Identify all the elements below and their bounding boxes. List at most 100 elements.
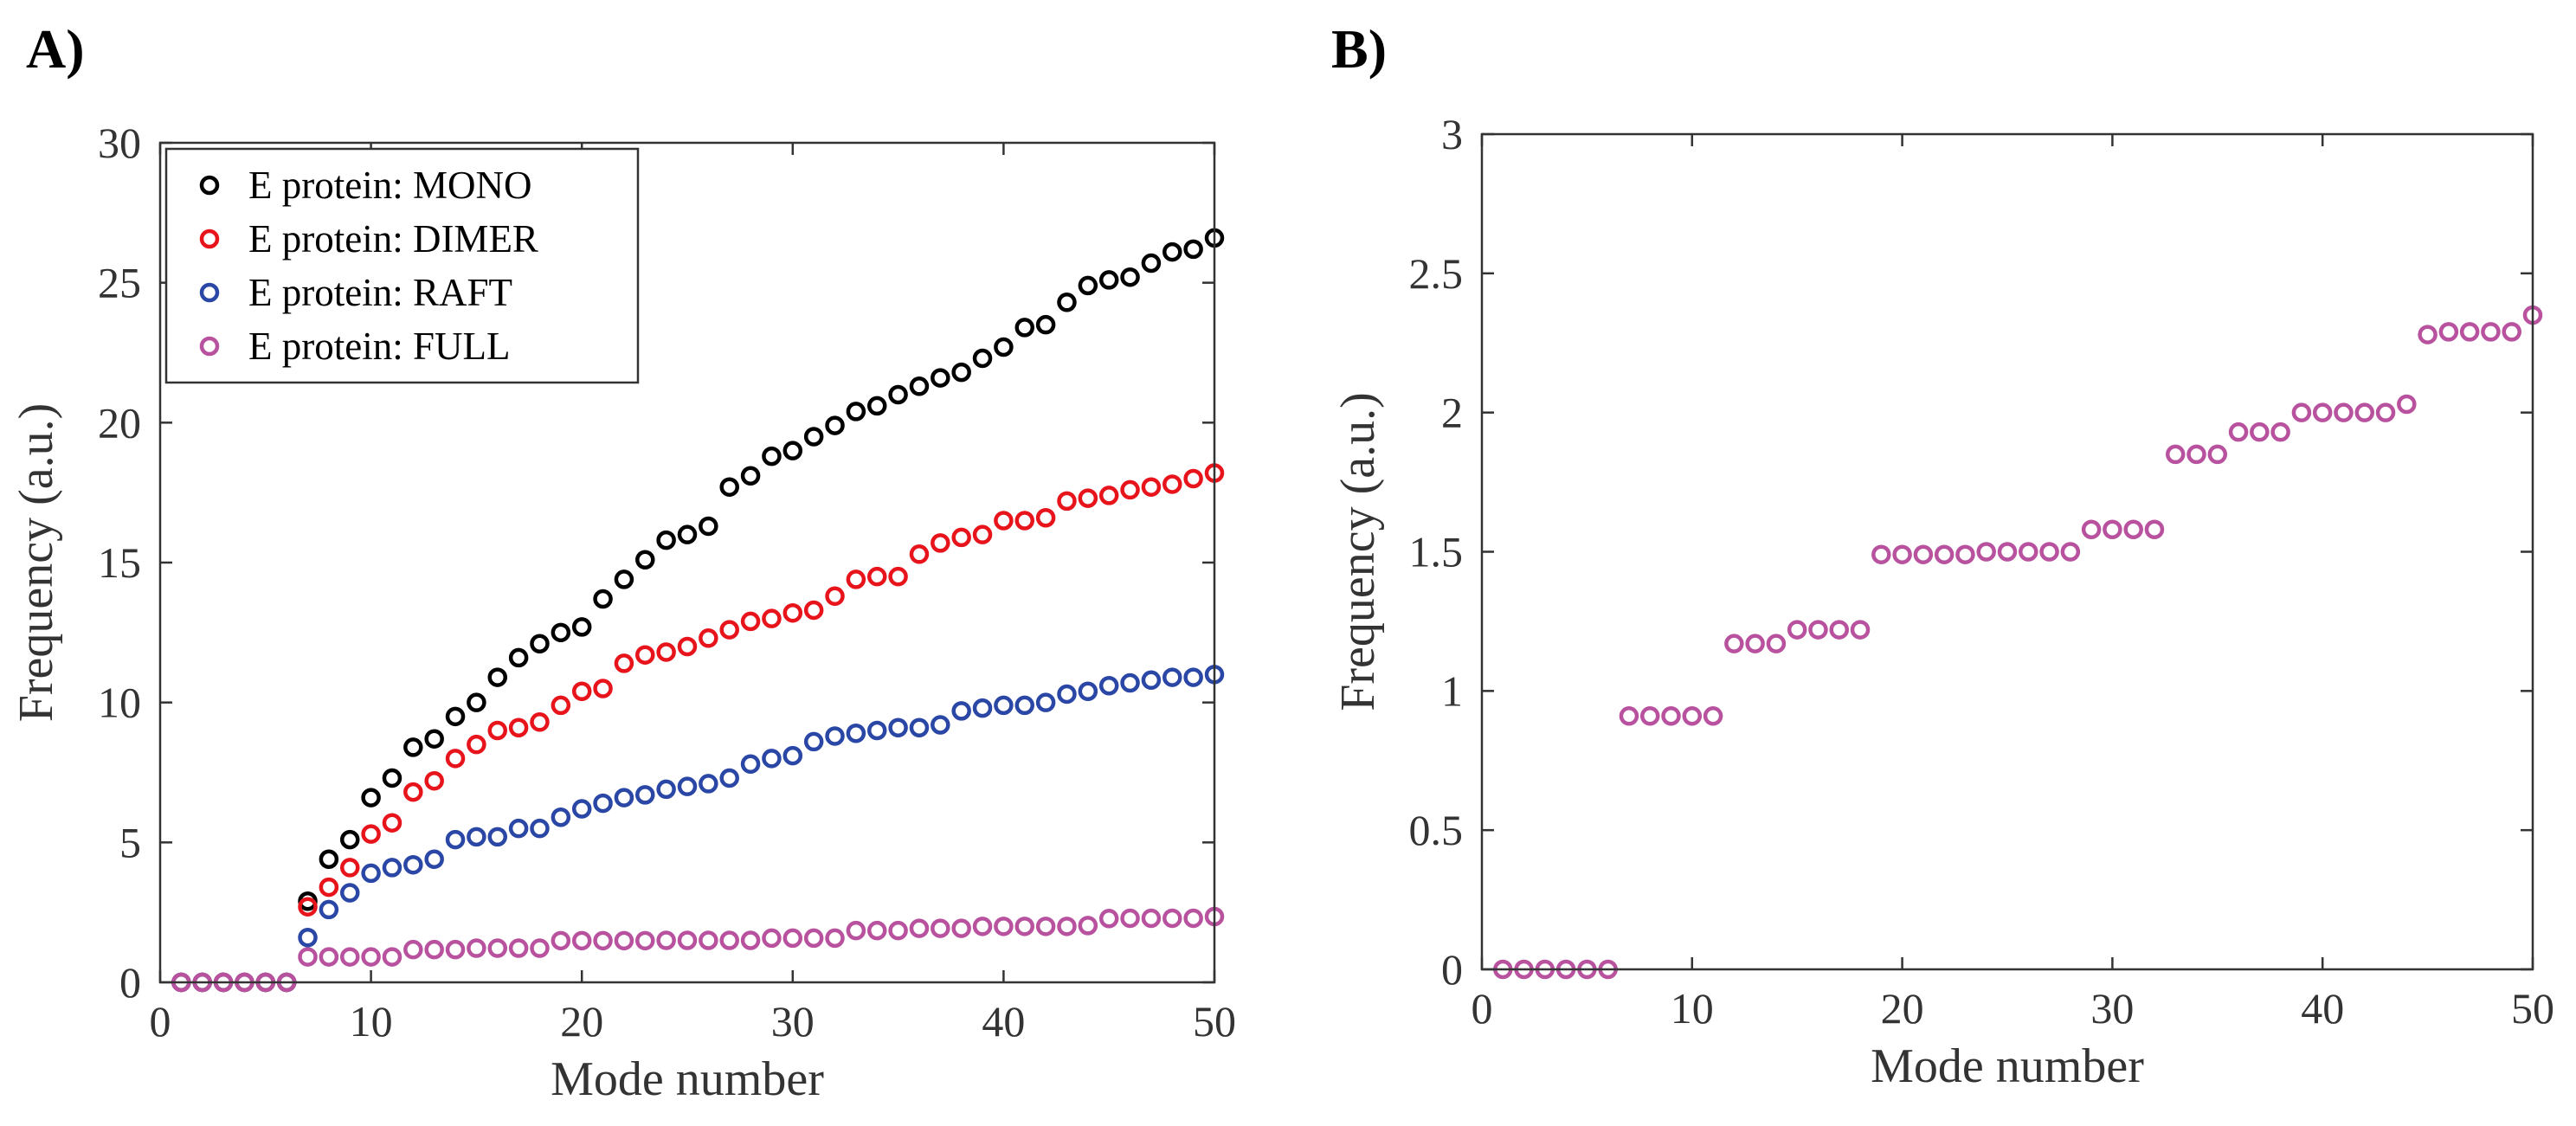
data-point: [424, 849, 444, 869]
y-tick-label: 5: [119, 818, 141, 866]
data-point: [994, 511, 1014, 531]
data-point: [445, 939, 466, 960]
panel-b-plot-frame: [1480, 132, 2534, 971]
data-point: [1014, 511, 1035, 531]
data-point: [972, 348, 993, 369]
data-point: [1057, 491, 1077, 512]
data-point: [571, 799, 592, 819]
data-point: [1014, 695, 1035, 716]
data-point: [677, 776, 698, 796]
panel-a: A) 0 10 20 30 40 50 0 5 10 15 20 25 30 Mode number F…: [10, 18, 1236, 1106]
data-point: [1682, 706, 1703, 726]
data-point: [825, 415, 845, 435]
data-point: [2081, 519, 2102, 540]
x-tick-label: 10: [350, 997, 393, 1046]
data-point: [1955, 544, 1975, 564]
data-point: [2123, 519, 2143, 540]
data-point: [319, 947, 339, 967]
y-tick-label: 1.5: [1409, 528, 1464, 576]
legend-entry: E protein: MONO: [248, 164, 531, 207]
data-point: [614, 653, 634, 673]
panel-a-x-axis-label: Mode number: [551, 1052, 824, 1106]
y-tick-label: 15: [98, 538, 141, 587]
series-1: [171, 463, 1225, 993]
data-point: [1078, 275, 1098, 296]
data-point: [339, 947, 360, 967]
data-point: [530, 818, 550, 839]
data-point: [2502, 322, 2521, 342]
y-tick-label: 1: [1441, 666, 1463, 715]
data-point: [1913, 544, 1934, 564]
data-point: [361, 863, 381, 884]
data-point: [931, 533, 950, 553]
data-point: [888, 566, 908, 587]
data-point: [1035, 314, 1056, 335]
data-point: [445, 829, 466, 850]
data-point: [614, 788, 634, 808]
data-point: [382, 768, 402, 788]
data-point: [445, 749, 466, 769]
data-point: [782, 602, 803, 623]
y-tick-label: 25: [98, 259, 141, 307]
panel-b-x-axis-label: Mode number: [1871, 1039, 2144, 1093]
panel-a-plot-frame: [158, 141, 1216, 984]
data-point: [1661, 706, 1681, 726]
data-point: [1120, 479, 1140, 500]
data-point: [888, 384, 908, 405]
data-point: [1098, 486, 1119, 505]
data-point: [803, 427, 824, 447]
x-tick-label: 0: [1472, 984, 1493, 1033]
data-point: [2291, 402, 2312, 422]
data-point: [1183, 667, 1203, 687]
data-point: [994, 695, 1014, 716]
x-tick-label: 30: [2090, 984, 2134, 1033]
data-point: [593, 589, 613, 609]
data-point: [467, 938, 486, 958]
data-point: [1057, 917, 1077, 936]
data-point: [1098, 270, 1119, 290]
data-point: [782, 928, 803, 949]
x-tick-label: 20: [560, 997, 603, 1046]
data-point: [1078, 488, 1098, 508]
legend-marker: [199, 175, 220, 196]
data-point: [614, 930, 634, 951]
data-point: [2354, 402, 2375, 422]
x-tick-label: 50: [1193, 997, 1236, 1046]
data-point: [1098, 676, 1119, 696]
data-point: [1141, 253, 1162, 273]
data-point: [1619, 706, 1639, 726]
data-point: [762, 608, 782, 628]
data-point: [972, 524, 993, 544]
panel-a-legend: E protein: MONO E protein: DIMER E protein…: [164, 147, 640, 384]
data-point: [551, 622, 571, 643]
data-point: [467, 827, 486, 847]
data-point: [1057, 293, 1077, 312]
legend-marker: [199, 228, 220, 249]
data-point: [571, 681, 592, 701]
data-point: [1808, 620, 1828, 640]
data-point: [909, 717, 930, 738]
data-point: [2438, 322, 2459, 342]
data-point: [1014, 917, 1035, 936]
data-point: [424, 939, 444, 960]
y-tick-label: 2.5: [1409, 249, 1464, 298]
data-point: [487, 827, 508, 847]
data-point: [1724, 634, 1744, 653]
data-point: [866, 396, 887, 416]
data-point: [2165, 444, 2186, 465]
data-point: [994, 917, 1014, 936]
data-point: [339, 858, 360, 878]
x-tick-label: 30: [771, 997, 815, 1046]
data-point: [846, 569, 866, 589]
data-point: [951, 527, 971, 548]
panel-label-a: A): [26, 18, 85, 80]
data-point: [699, 930, 718, 950]
data-point: [1035, 508, 1056, 528]
data-point: [719, 768, 739, 788]
data-point: [1141, 477, 1162, 497]
data-point: [551, 695, 571, 716]
data-point: [319, 899, 339, 920]
data-point: [1120, 267, 1140, 287]
y-tick-label: 0: [119, 958, 141, 1007]
y-tick-label: 2: [1441, 389, 1463, 437]
